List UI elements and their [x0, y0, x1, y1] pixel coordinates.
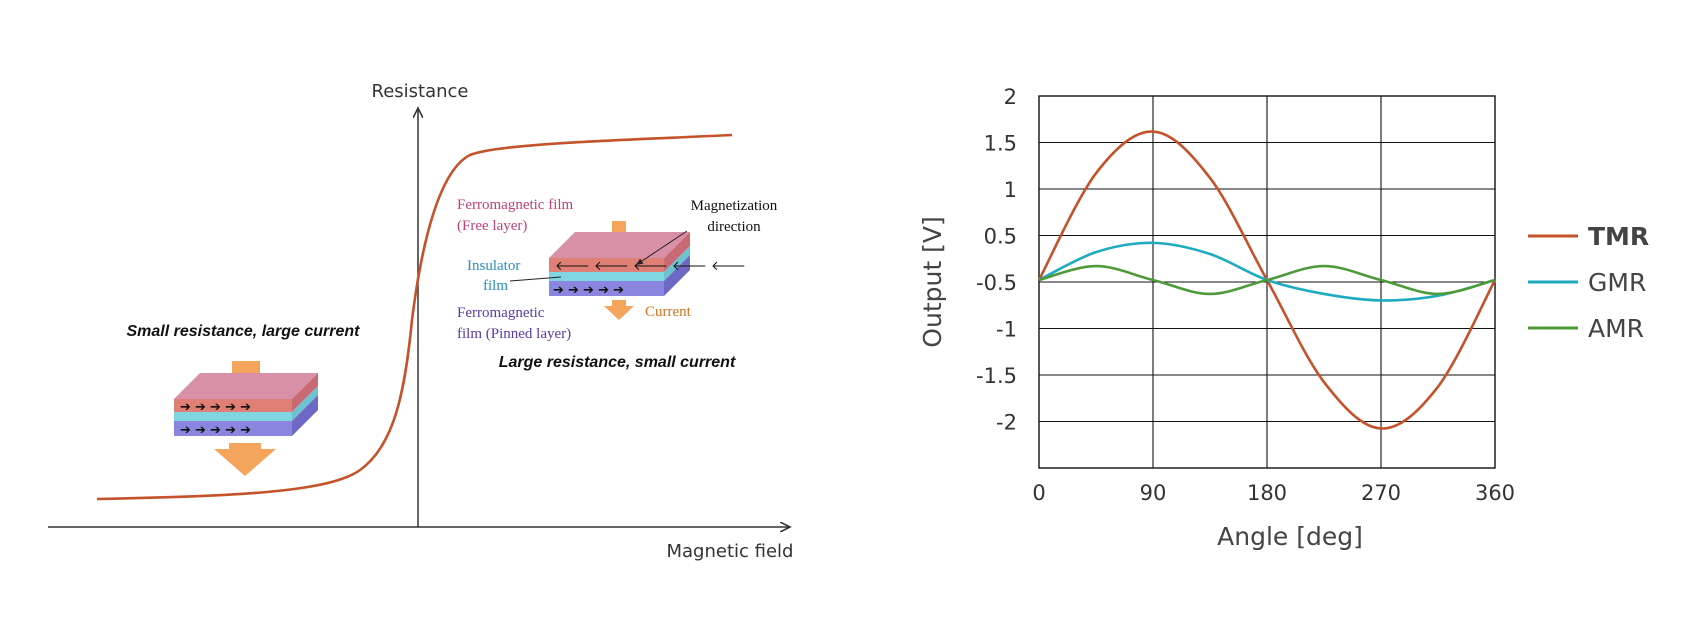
y-tick-label: 2 [1004, 85, 1017, 109]
legend-label-amr: AMR [1588, 314, 1644, 343]
low-resistance-stack: ➔ ➔ ➔ ➔ ➔ ➔ ➔ ➔ ➔ ➔ [174, 361, 318, 476]
pinned-layer-side [292, 395, 318, 436]
legend-label-gmr: GMR [1588, 268, 1646, 297]
free-layer-front [549, 258, 664, 272]
chart-x-axis-label: Angle [deg] [1217, 522, 1363, 551]
insulator-leader-line [509, 276, 562, 282]
free-layer-front [174, 399, 292, 412]
free-layer-arrows-left: 🡐 🡐 🡐 🡐 🡐 [555, 259, 746, 274]
magnetization-label-line2: direction [707, 219, 761, 235]
y-tick-label: -2 [996, 411, 1017, 435]
x-tick-labels: 0 90 180 270 360 [1032, 481, 1515, 505]
insulator-front [174, 412, 292, 421]
large-state-caption: Large resistance, small current [499, 354, 736, 371]
resistance-diagram: Resistance Magnetic field Small resistan… [48, 81, 793, 562]
y-tick-label: -1.5 [976, 364, 1017, 388]
pinned-layer-arrows: ➔ ➔ ➔ ➔ ➔ [180, 423, 251, 438]
free-layer-side [292, 373, 318, 412]
magnetization-leader-line [635, 230, 688, 266]
small-state-caption: Small resistance, large current [127, 323, 361, 340]
x-axis-label: Magnetic field [667, 541, 794, 562]
pinned-layer-arrows-right: ➔ ➔ ➔ ➔ ➔ [553, 283, 624, 298]
output-chart: 2 1.5 1 0.5 -0.5 -1 -1.5 -2 0 90 180 270 360 Output… [918, 85, 1649, 551]
free-layer-label-line1: Ferromagnetic film [457, 197, 574, 213]
resistance-curve [96, 133, 733, 501]
y-tick-label: 1 [1004, 178, 1017, 202]
free-layer-top-face [174, 373, 318, 399]
x-tick-label: 270 [1361, 481, 1401, 505]
insulator-front [549, 272, 664, 281]
y-tick-label: 0.5 [984, 225, 1017, 249]
pinned-layer-label-line1: Ferromagnetic [457, 305, 545, 321]
pinned-layer-side [664, 255, 690, 296]
insulator-side [292, 386, 318, 421]
insulator-label-line1: Insulator [467, 258, 520, 274]
x-tick-label: 0 [1032, 481, 1045, 505]
pinned-layer-front [174, 421, 292, 436]
y-tick-label: -1 [996, 318, 1017, 342]
y-tick-labels: 2 1.5 1 0.5 -0.5 -1 -1.5 -2 [976, 85, 1017, 435]
free-layer-arrows: ➔ ➔ ➔ ➔ ➔ [180, 400, 251, 415]
free-layer-label-line2: (Free layer) [457, 218, 527, 234]
legend-label-tmr: TMR [1588, 222, 1649, 251]
series-line-amr [1038, 264, 1496, 296]
chart-legend: TMR GMR AMR [1528, 222, 1649, 343]
x-tick-label: 90 [1140, 481, 1167, 505]
pinned-layer-label-line2: film (Pinned layer) [457, 326, 571, 342]
current-label: Current [645, 304, 692, 320]
y-tick-label: -0.5 [976, 271, 1017, 295]
series-lines [1037, 130, 1497, 430]
current-outflow-arrow [214, 443, 276, 476]
free-layer-side [664, 232, 690, 272]
x-tick-label: 360 [1475, 481, 1515, 505]
free-layer-top-face [549, 232, 690, 258]
y-tick-label: 1.5 [984, 132, 1017, 156]
magnetization-label-line1: Magnetization [691, 198, 778, 214]
y-axis-label: Resistance [372, 81, 469, 102]
insulator-label-line2: film [483, 278, 508, 294]
insulator-side [664, 246, 690, 281]
current-outflow-arrow-small [604, 300, 634, 320]
pinned-layer-front [549, 281, 664, 296]
x-tick-label: 180 [1247, 481, 1287, 505]
chart-y-axis-label: Output [V] [918, 216, 947, 347]
high-resistance-stack: 🡐 🡐 🡐 🡐 🡐 ➔ ➔ ➔ ➔ ➔ [549, 221, 746, 320]
